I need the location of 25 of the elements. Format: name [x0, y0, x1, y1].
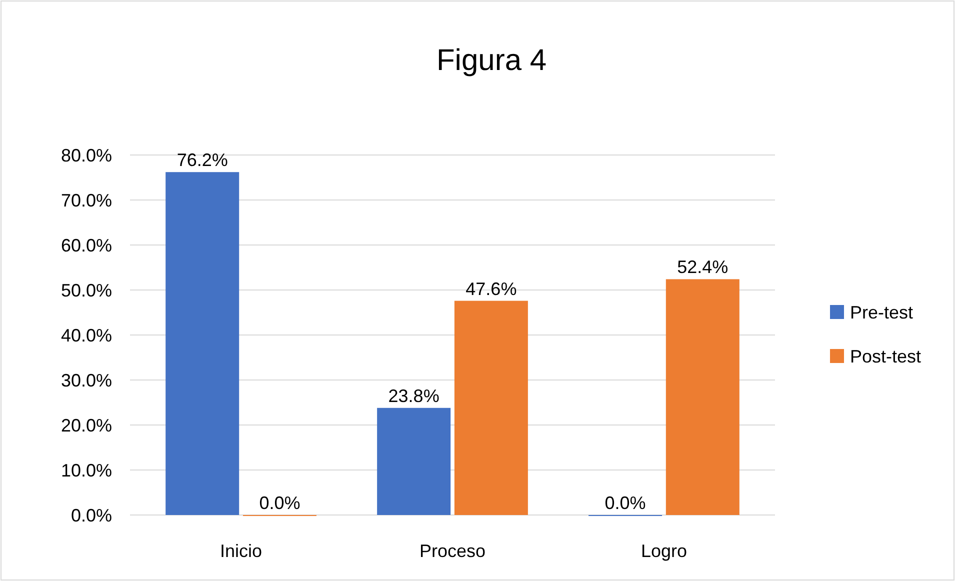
y-tick-label: 10.0%	[60, 460, 112, 480]
bar	[377, 408, 451, 515]
data-label: 47.6%	[466, 278, 517, 299]
data-label: 0.0%	[259, 493, 300, 513]
legend-label: Post-test	[850, 346, 922, 366]
data-label: 23.8%	[388, 386, 440, 406]
y-tick-label: 70.0%	[60, 190, 112, 210]
y-tick-label: 40.0%	[60, 325, 112, 346]
x-tick-label: Inicio	[220, 541, 262, 561]
bar	[666, 279, 740, 515]
data-label: 76.2%	[176, 150, 228, 170]
bar	[166, 172, 240, 515]
x-tick-label: Logro	[640, 541, 687, 561]
data-label: 0.0%	[604, 493, 646, 513]
y-tick-label: 50.0%	[60, 280, 112, 300]
x-tick-label: Proceso	[419, 541, 486, 561]
bar	[454, 300, 528, 515]
data-label: 52.4%	[677, 257, 728, 278]
y-tick-label: 60.0%	[60, 235, 112, 256]
legend-label: Pre-test	[850, 302, 914, 322]
chart-title: Figura 4	[436, 44, 547, 77]
y-tick-label: 80.0%	[60, 145, 112, 166]
y-tick-label: 0.0%	[70, 505, 112, 526]
y-tick-label: 30.0%	[60, 370, 112, 390]
y-tick-label: 20.0%	[60, 415, 112, 436]
